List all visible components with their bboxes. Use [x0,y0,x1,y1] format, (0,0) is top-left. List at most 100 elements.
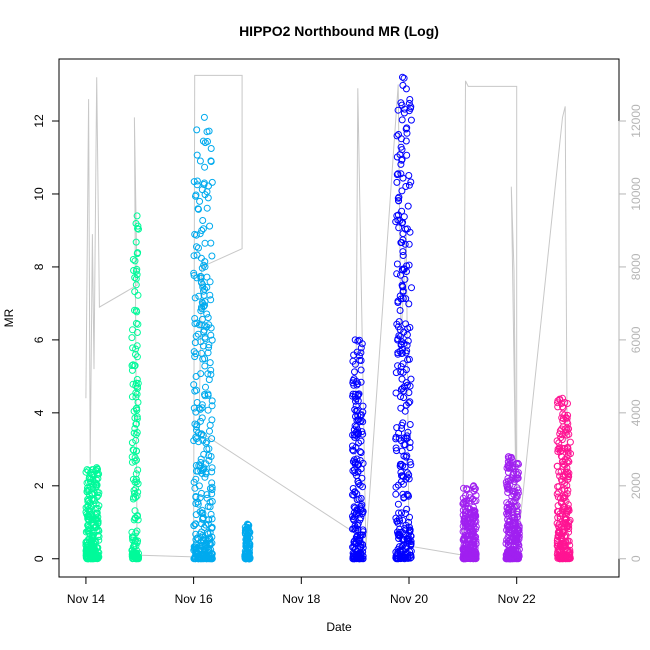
data-point [564,451,572,459]
data-point [206,278,214,286]
data-point [85,491,93,499]
y-tick-label: 10 [32,187,46,201]
data-point [205,376,213,384]
data-point-peak [354,380,362,388]
data-point [349,485,357,492]
data-point [403,129,411,137]
data-point [502,540,510,547]
data-point [133,375,141,383]
data-point [195,536,202,543]
data-point [204,314,212,322]
data-point [402,85,410,93]
data-point [193,548,201,556]
data-point [555,439,563,447]
data-point [208,524,216,532]
data-point [133,447,140,455]
data-point [208,178,216,186]
data-point [470,514,477,522]
data-point [514,554,522,562]
data-point [133,492,141,500]
data-point [132,281,140,289]
data-point [406,444,414,452]
data-point [402,510,409,517]
data-point [350,447,357,455]
data-point [395,224,403,232]
data-point [461,555,469,563]
data-point [460,484,467,492]
data-point [196,157,204,165]
data-point [392,389,400,397]
data-point [564,476,571,483]
data-point [193,177,201,185]
data-point [555,526,563,534]
data-point [356,448,364,456]
data-point [395,332,403,340]
data-point [132,319,140,327]
data-point [403,262,410,270]
data-point [201,355,209,363]
data-point [392,483,400,491]
data-point [203,204,211,212]
data-point [190,348,198,356]
x-axis-label: Date [326,620,352,634]
data-point [404,202,412,210]
data-point [131,454,139,462]
data-point [358,501,366,509]
data-point [133,415,141,423]
data-point [565,425,573,433]
data-point [398,187,406,195]
data-point [398,239,406,246]
data-point [82,538,90,546]
data-point [400,394,408,402]
data-point [128,528,136,536]
data-point [407,542,415,549]
data-point [355,336,363,344]
data-point [355,480,363,487]
data-point [208,464,216,472]
data-point [402,320,410,328]
data-point [207,366,215,374]
data-point [132,238,140,246]
data-point [564,486,572,494]
data-point [397,135,405,143]
data-point [566,438,574,446]
data-point [132,494,139,501]
data-point [408,284,415,292]
data-point [400,328,408,336]
data-point [190,269,198,277]
data-point-peak [200,113,208,121]
data-point [353,381,361,389]
data-point [349,442,356,450]
data-point [193,426,200,434]
data-point [196,197,204,205]
data-point [244,523,252,531]
data-point [82,468,90,476]
data-point [405,475,413,483]
data-point [200,303,208,310]
data-point [559,404,567,412]
data-point [564,507,572,515]
data-point [354,531,362,539]
data-point [200,287,207,295]
data-point [350,503,358,511]
data-point [563,431,571,439]
x-tick-label: Nov 16 [175,592,213,606]
data-point [192,493,200,501]
data-point [395,318,403,326]
data-point-peak [244,520,251,528]
x-tick-label: Nov 18 [282,592,320,606]
data-point [350,537,358,545]
data-point [133,271,141,279]
data-point [206,222,214,230]
data-point [132,437,140,444]
data-point [84,498,92,505]
data-point [134,466,142,474]
data-point [402,295,410,303]
y2-tick-label: 2000 [629,472,643,499]
data-point [354,526,362,534]
data-point [202,460,210,468]
data-point [85,523,93,531]
data-point [402,434,410,442]
data-point [133,250,141,258]
